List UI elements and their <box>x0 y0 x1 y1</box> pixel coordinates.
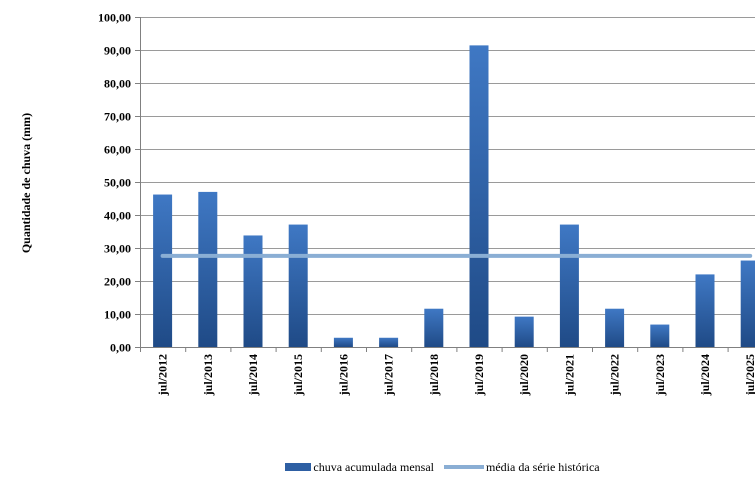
legend-label-bars: chuva acumulada mensal <box>313 459 434 474</box>
bar <box>243 235 263 347</box>
y-tick-label: 30,00 <box>104 242 131 256</box>
bar <box>740 260 755 347</box>
x-tick-label: jul/2023 <box>653 354 667 396</box>
x-tick-label: jul/2020 <box>517 354 531 396</box>
x-tick-label: jul/2016 <box>336 354 350 396</box>
gridlines <box>135 17 755 348</box>
y-axis-label: Quantidade de chuva (mm) <box>19 113 33 253</box>
bar <box>469 45 489 347</box>
x-tick-label: jul/2017 <box>382 354 396 396</box>
bar <box>424 308 444 347</box>
y-tick-label: 40,00 <box>104 209 131 223</box>
x-tick-label: jul/2015 <box>291 354 305 396</box>
y-tick-label: 60,00 <box>104 143 131 157</box>
y-tick-label: 100,00 <box>98 11 131 25</box>
bar <box>153 194 173 347</box>
bar <box>605 308 625 347</box>
x-tick-labels: jul/2012 jul/2013 jul/2014 jul/2015 jul/2016… <box>140 347 755 396</box>
y-tick-label: 80,00 <box>104 77 131 91</box>
x-tick-label: jul/2012 <box>156 354 170 396</box>
bar <box>198 191 218 347</box>
legend-item-average: média da série histórica <box>444 460 600 475</box>
y-tick-label: 70,00 <box>104 110 131 124</box>
x-tick-label: jul/2014 <box>246 354 260 396</box>
y-tick-label: 0,00 <box>110 341 131 355</box>
bar <box>288 224 308 347</box>
legend: chuva acumulada mensal média da série hi… <box>0 458 755 476</box>
y-tick-label: 10,00 <box>104 308 131 322</box>
x-tick-label: jul/2018 <box>427 354 441 396</box>
bar <box>514 316 534 347</box>
x-tick-label: jul/2022 <box>608 354 622 396</box>
legend-item-bars: chuva acumulada mensal <box>285 460 434 475</box>
bar-series <box>153 45 755 347</box>
legend-swatch-line <box>444 465 484 469</box>
y-tick-label: 20,00 <box>104 275 131 289</box>
y-tick-label: 50,00 <box>104 176 131 190</box>
x-tick-label: jul/2013 <box>201 354 215 396</box>
x-tick-label: jul/2025 <box>743 354 755 396</box>
x-tick-label: jul/2019 <box>472 354 486 396</box>
legend-label-average: média da série histórica <box>486 459 600 474</box>
bar <box>379 337 399 347</box>
bar <box>559 224 579 347</box>
x-tick-label: jul/2021 <box>562 354 576 396</box>
y-tick-labels: 0,00 10,00 20,00 30,00 40,00 50,00 60,00 70,00 8… <box>98 11 131 355</box>
legend-swatch-bar <box>285 463 312 471</box>
x-tick-label: jul/2024 <box>698 354 712 396</box>
bar <box>650 324 670 347</box>
bar <box>333 337 353 347</box>
y-tick-label: 90,00 <box>104 44 131 58</box>
bar <box>695 274 715 347</box>
